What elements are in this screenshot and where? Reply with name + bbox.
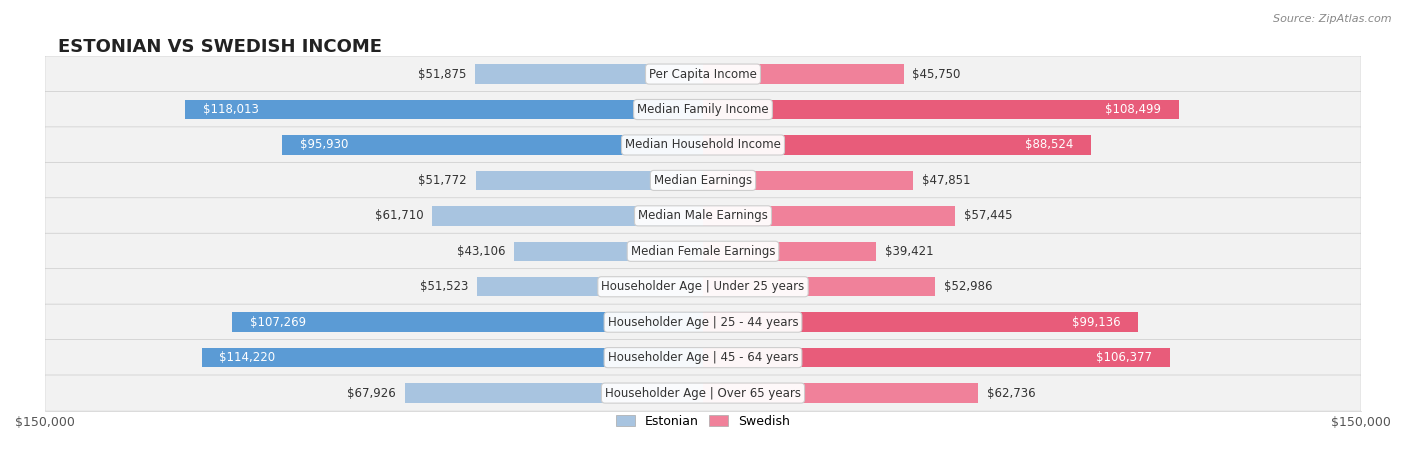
Text: $67,926: $67,926 — [347, 387, 396, 400]
Text: Householder Age | 25 - 44 years: Householder Age | 25 - 44 years — [607, 316, 799, 329]
Bar — [475, 170, 703, 190]
Text: Householder Age | Under 25 years: Householder Age | Under 25 years — [602, 280, 804, 293]
FancyBboxPatch shape — [45, 92, 1361, 127]
Text: $106,377: $106,377 — [1097, 351, 1152, 364]
Text: Median Female Earnings: Median Female Earnings — [631, 245, 775, 258]
FancyBboxPatch shape — [45, 375, 1361, 411]
FancyBboxPatch shape — [45, 233, 1361, 269]
Text: Per Capita Income: Per Capita Income — [650, 68, 756, 81]
Text: Source: ZipAtlas.com: Source: ZipAtlas.com — [1274, 14, 1392, 24]
FancyBboxPatch shape — [45, 304, 1361, 340]
Text: $39,421: $39,421 — [884, 245, 934, 258]
Text: Median Family Income: Median Family Income — [637, 103, 769, 116]
Text: $51,772: $51,772 — [419, 174, 467, 187]
Bar — [186, 100, 703, 119]
Text: $108,499: $108,499 — [1105, 103, 1161, 116]
Bar — [703, 64, 904, 84]
Text: $88,524: $88,524 — [1025, 138, 1074, 151]
Bar — [703, 241, 876, 261]
Text: $114,220: $114,220 — [219, 351, 276, 364]
Bar — [232, 312, 703, 332]
Text: Median Male Earnings: Median Male Earnings — [638, 209, 768, 222]
Text: $52,986: $52,986 — [945, 280, 993, 293]
FancyBboxPatch shape — [45, 340, 1361, 376]
FancyBboxPatch shape — [45, 269, 1361, 305]
Bar — [703, 312, 1137, 332]
Bar — [432, 206, 703, 226]
Text: $95,930: $95,930 — [299, 138, 349, 151]
Bar — [703, 100, 1180, 119]
Text: $43,106: $43,106 — [457, 245, 505, 258]
Text: $61,710: $61,710 — [375, 209, 423, 222]
Text: $45,750: $45,750 — [912, 68, 960, 81]
FancyBboxPatch shape — [45, 56, 1361, 92]
Text: Median Household Income: Median Household Income — [626, 138, 780, 151]
Text: $57,445: $57,445 — [963, 209, 1012, 222]
Text: Householder Age | Over 65 years: Householder Age | Over 65 years — [605, 387, 801, 400]
Text: Median Earnings: Median Earnings — [654, 174, 752, 187]
Bar — [703, 206, 955, 226]
Text: $118,013: $118,013 — [202, 103, 259, 116]
Bar — [703, 135, 1091, 155]
Bar — [703, 277, 935, 297]
FancyBboxPatch shape — [45, 163, 1361, 198]
Bar — [703, 348, 1170, 368]
Text: $47,851: $47,851 — [922, 174, 970, 187]
Text: $51,875: $51,875 — [418, 68, 467, 81]
Text: $62,736: $62,736 — [987, 387, 1036, 400]
Bar — [283, 135, 703, 155]
Bar — [405, 383, 703, 403]
FancyBboxPatch shape — [45, 198, 1361, 234]
Bar — [703, 170, 912, 190]
Legend: Estonian, Swedish: Estonian, Swedish — [612, 410, 794, 433]
Text: $99,136: $99,136 — [1071, 316, 1121, 329]
Bar — [475, 64, 703, 84]
FancyBboxPatch shape — [45, 127, 1361, 163]
Text: $51,523: $51,523 — [420, 280, 468, 293]
Text: $107,269: $107,269 — [250, 316, 307, 329]
Text: Householder Age | 45 - 64 years: Householder Age | 45 - 64 years — [607, 351, 799, 364]
Bar — [202, 348, 703, 368]
Bar — [513, 241, 703, 261]
Bar — [477, 277, 703, 297]
Bar — [703, 383, 979, 403]
Text: ESTONIAN VS SWEDISH INCOME: ESTONIAN VS SWEDISH INCOME — [58, 38, 382, 57]
